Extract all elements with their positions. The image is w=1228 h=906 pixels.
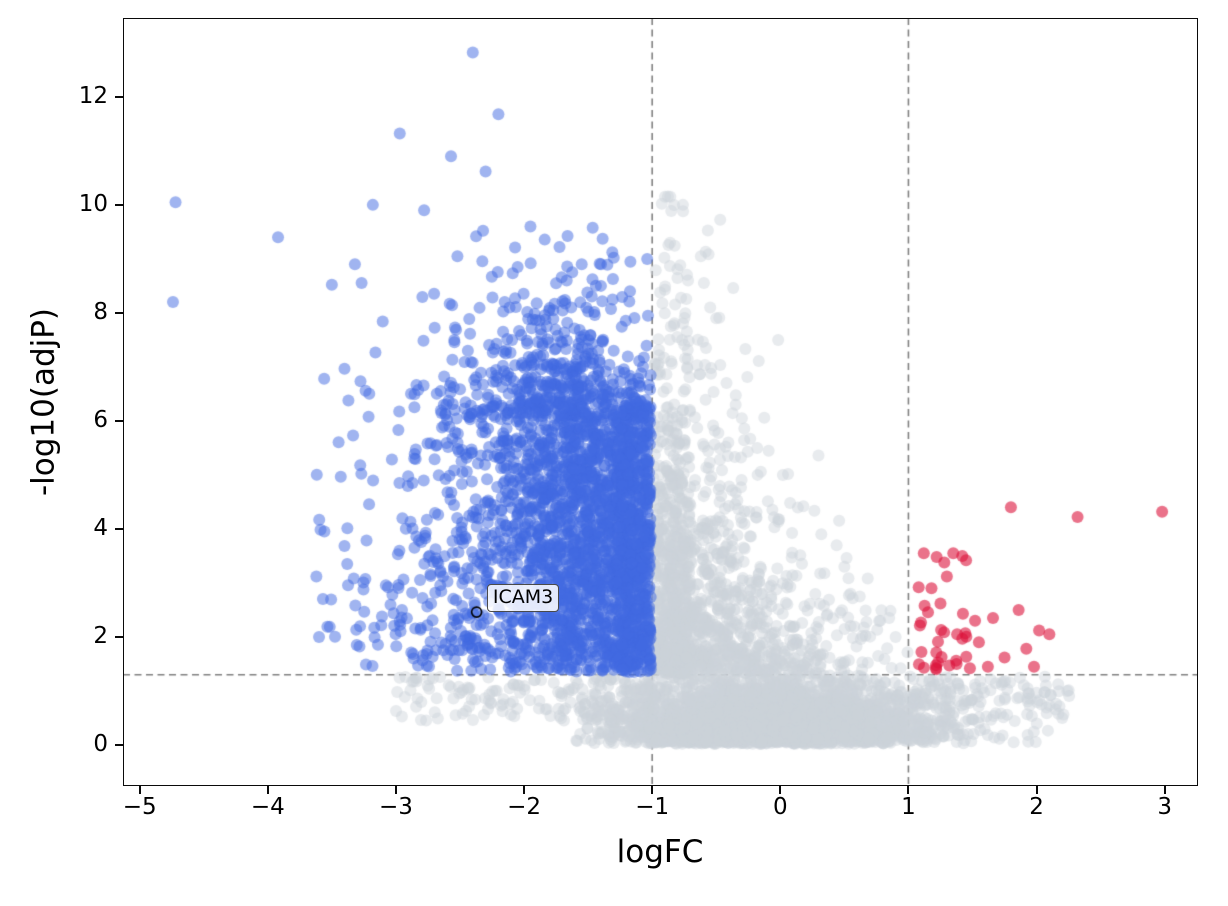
y-tick-label: 4 — [93, 515, 108, 542]
y-tick-label: 0 — [93, 731, 108, 758]
x-tick-mark — [394, 786, 397, 794]
y-tick-mark — [115, 419, 123, 422]
x-tick-mark — [138, 786, 141, 794]
scatter-canvas — [123, 18, 1198, 786]
y-tick-label: 8 — [93, 299, 108, 326]
x-tick-mark — [907, 786, 910, 794]
x-tick-mark — [1035, 786, 1038, 794]
x-tick-mark — [1163, 786, 1166, 794]
x-tick-label: 0 — [772, 794, 788, 820]
x-tick-label: −2 — [507, 794, 541, 820]
x-tick-label: 3 — [1157, 794, 1172, 820]
x-tick-mark — [779, 786, 782, 794]
y-tick-label: 6 — [93, 407, 108, 434]
x-tick-label: −3 — [378, 794, 413, 820]
y-tick-label: 12 — [78, 83, 108, 110]
y-tick-label: 2 — [93, 623, 108, 650]
y-tick-mark — [115, 527, 123, 530]
y-tick-mark — [115, 635, 123, 638]
y-tick-mark — [115, 311, 123, 314]
y-tick-mark — [115, 95, 123, 98]
y-tick-label: 10 — [78, 191, 108, 218]
x-tick-label: −4 — [250, 794, 285, 820]
y-tick-mark — [115, 743, 123, 746]
x-tick-mark — [651, 786, 654, 794]
x-tick-label: 2 — [1029, 794, 1044, 820]
x-axis-label: logFC — [616, 834, 704, 870]
gene-annotation-label: ICAM3 — [486, 584, 560, 612]
x-tick-label: −5 — [122, 794, 157, 820]
x-tick-mark — [523, 786, 526, 794]
x-tick-label: 1 — [901, 794, 916, 820]
y-tick-mark — [115, 203, 123, 206]
x-tick-mark — [266, 786, 269, 794]
y-axis-label: -log10(adjP) — [25, 307, 62, 497]
x-tick-label: −1 — [635, 794, 670, 820]
